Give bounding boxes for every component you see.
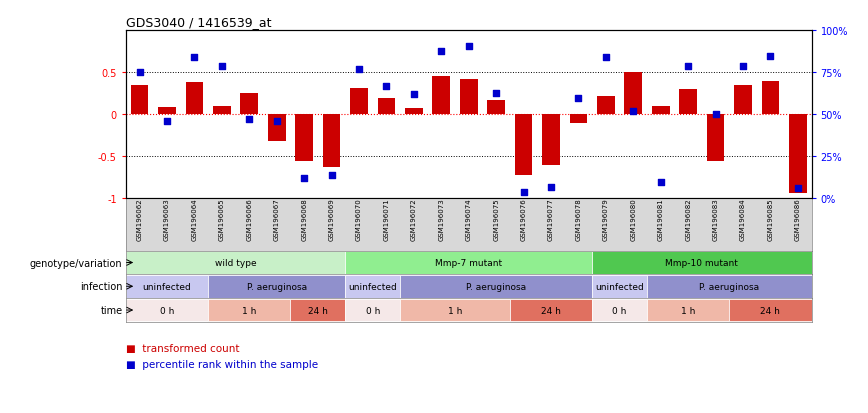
- Point: [187, 55, 201, 62]
- Point: [434, 48, 448, 55]
- Bar: [734, 86, 752, 115]
- Bar: [131, 86, 148, 115]
- Bar: [126, 252, 345, 274]
- Text: genotype/variation: genotype/variation: [30, 258, 122, 268]
- Bar: [291, 299, 345, 322]
- Text: 24 h: 24 h: [308, 306, 328, 315]
- Bar: [624, 73, 642, 115]
- Bar: [542, 115, 560, 166]
- Bar: [647, 299, 729, 322]
- Bar: [569, 115, 588, 123]
- Text: Mmp-10 mutant: Mmp-10 mutant: [666, 259, 739, 267]
- Point: [407, 92, 421, 98]
- Text: GDS3040 / 1416539_at: GDS3040 / 1416539_at: [126, 16, 272, 29]
- Bar: [158, 108, 176, 115]
- Bar: [592, 275, 647, 298]
- Point: [599, 55, 613, 62]
- Bar: [208, 275, 345, 298]
- Bar: [647, 275, 812, 298]
- Bar: [240, 93, 258, 115]
- Bar: [789, 115, 806, 193]
- Point: [379, 83, 393, 90]
- Text: ■  percentile rank within the sample: ■ percentile rank within the sample: [126, 360, 318, 370]
- Point: [462, 43, 476, 50]
- Point: [133, 70, 147, 76]
- Bar: [345, 275, 400, 298]
- Text: 0 h: 0 h: [365, 306, 380, 315]
- Point: [654, 179, 667, 185]
- Bar: [592, 252, 812, 274]
- Bar: [400, 299, 510, 322]
- Point: [764, 53, 778, 60]
- Point: [681, 63, 695, 70]
- Point: [160, 119, 174, 125]
- Bar: [208, 299, 291, 322]
- Bar: [460, 80, 477, 115]
- Text: 24 h: 24 h: [760, 306, 780, 315]
- Text: uninfected: uninfected: [595, 282, 644, 291]
- Text: P. aeruginosa: P. aeruginosa: [700, 282, 760, 291]
- Point: [297, 176, 311, 182]
- Text: uninfected: uninfected: [348, 282, 397, 291]
- Bar: [597, 97, 615, 115]
- Text: wild type: wild type: [214, 259, 256, 267]
- Bar: [345, 252, 592, 274]
- Point: [708, 112, 722, 119]
- Bar: [213, 107, 231, 115]
- Bar: [487, 101, 505, 115]
- Bar: [405, 109, 423, 115]
- Bar: [126, 275, 208, 298]
- Bar: [510, 299, 592, 322]
- Text: uninfected: uninfected: [142, 282, 191, 291]
- Text: time: time: [101, 305, 122, 315]
- Bar: [680, 90, 697, 115]
- Point: [490, 90, 503, 97]
- Point: [325, 172, 339, 179]
- Text: infection: infection: [80, 282, 122, 292]
- Bar: [432, 76, 450, 115]
- Point: [352, 66, 366, 73]
- Bar: [592, 299, 647, 322]
- Text: P. aeruginosa: P. aeruginosa: [247, 282, 306, 291]
- Bar: [729, 299, 812, 322]
- Text: P. aeruginosa: P. aeruginosa: [466, 282, 526, 291]
- Bar: [761, 82, 779, 115]
- Bar: [186, 83, 203, 115]
- Text: 0 h: 0 h: [160, 306, 174, 315]
- Text: Mmp-7 mutant: Mmp-7 mutant: [435, 259, 503, 267]
- Point: [242, 117, 256, 123]
- Text: 1 h: 1 h: [681, 306, 695, 315]
- Bar: [652, 107, 669, 115]
- Bar: [126, 299, 208, 322]
- Bar: [350, 88, 368, 115]
- Text: 1 h: 1 h: [448, 306, 462, 315]
- Text: ■  transformed count: ■ transformed count: [126, 343, 240, 353]
- Bar: [345, 299, 400, 322]
- Point: [791, 185, 805, 192]
- Text: 24 h: 24 h: [541, 306, 561, 315]
- Bar: [268, 115, 286, 142]
- Point: [736, 63, 750, 70]
- Point: [215, 63, 229, 70]
- Bar: [323, 115, 340, 167]
- Text: 1 h: 1 h: [242, 306, 256, 315]
- Bar: [515, 115, 532, 176]
- Point: [627, 109, 641, 115]
- Bar: [400, 275, 592, 298]
- Text: 0 h: 0 h: [613, 306, 627, 315]
- Point: [544, 184, 558, 190]
- Bar: [707, 115, 725, 161]
- Bar: [295, 115, 313, 161]
- Point: [270, 119, 284, 125]
- Point: [516, 189, 530, 196]
- Bar: [378, 98, 395, 115]
- Point: [571, 95, 585, 102]
